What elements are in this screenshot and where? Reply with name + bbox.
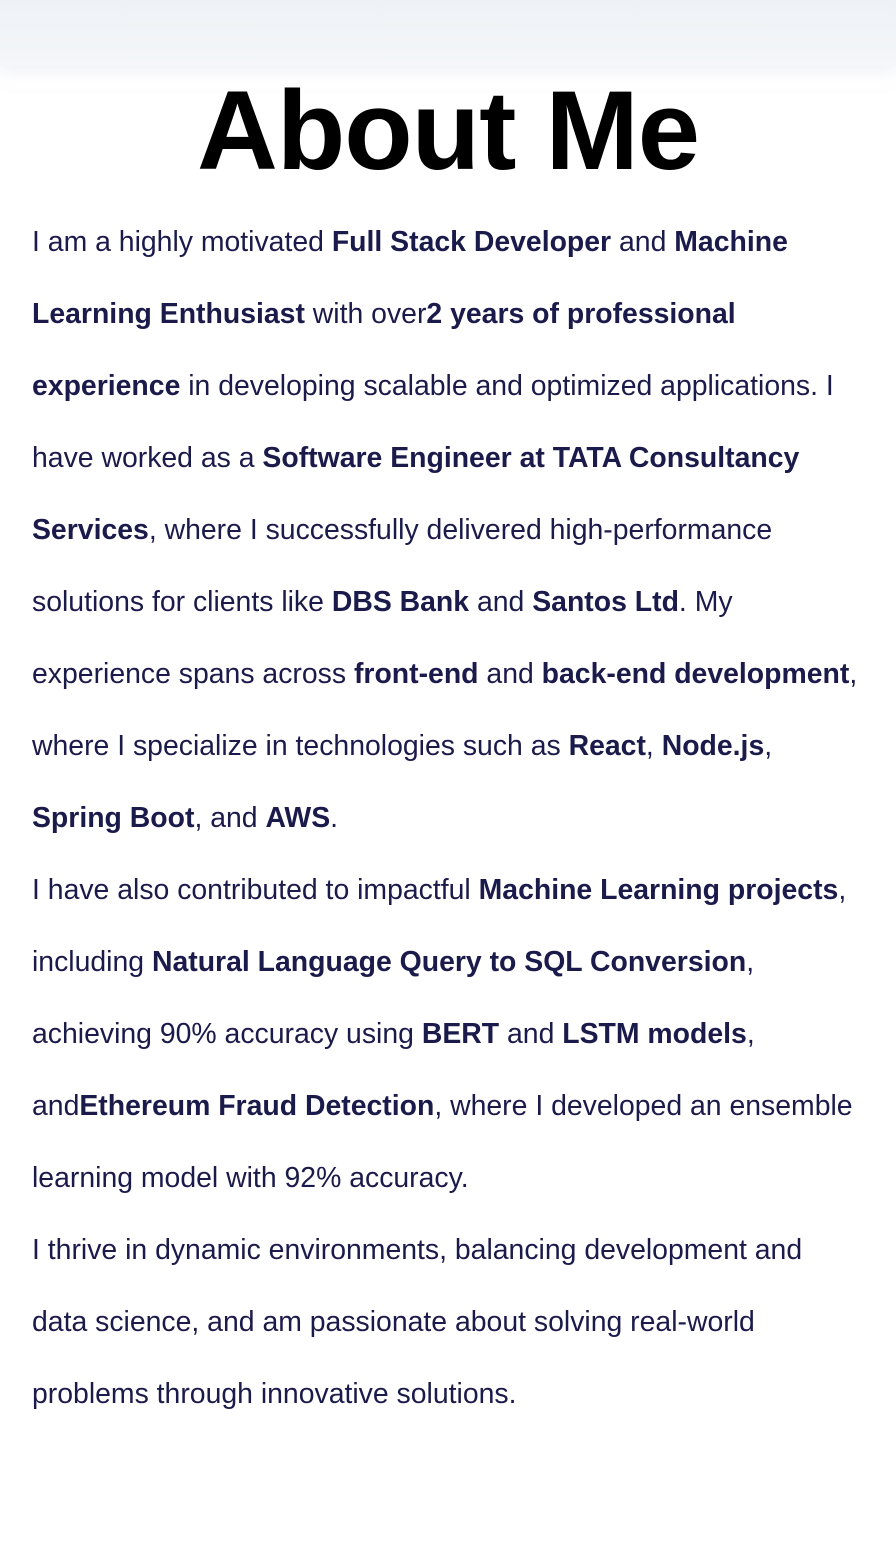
text-segment: , including xyxy=(32,874,847,978)
highlight-experience-years: 2 years of professional experience xyxy=(32,298,736,402)
highlight-front-end: front-end xyxy=(353,658,479,690)
highlight-role-full-stack: Full Stack Developer xyxy=(331,226,612,258)
page-title: About Me xyxy=(196,68,700,193)
about-description: I am a highly motivated Full Stack Devel… xyxy=(0,200,896,1430)
text-segment: and xyxy=(611,226,675,258)
text-segment: and xyxy=(478,658,542,690)
highlight-tech-nodejs: Node.js xyxy=(661,730,765,762)
text-segment: in developing scalable and optimized app… xyxy=(32,370,834,474)
highlight-back-end: back-end development xyxy=(541,658,850,690)
text-segment: and xyxy=(499,1018,563,1050)
highlight-ml-projects: Machine Learning projects xyxy=(478,874,839,906)
text-segment: , and xyxy=(194,802,266,834)
highlight-employer: Software Engineer at TATA Consultancy Se… xyxy=(32,442,800,546)
text-segment: . xyxy=(330,802,339,834)
highlight-role-ml: Machine Learning Enthusiast xyxy=(32,226,788,330)
text-segment: I am a highly motivated xyxy=(32,226,332,258)
highlight-client-santos: Santos Ltd xyxy=(532,586,679,618)
text-segment: , xyxy=(764,730,773,762)
top-navigation-bar xyxy=(0,0,896,66)
highlight-model-lstm: LSTM models xyxy=(562,1018,747,1050)
highlight-client-dbs: DBS Bank xyxy=(331,586,470,618)
about-paragraph-ml-projects: I have also contributed to impactful Mac… xyxy=(32,854,864,1214)
text-segment: , where I successfully delivered high-pe… xyxy=(32,514,773,618)
highlight-tech-aws: AWS xyxy=(265,802,331,834)
text-segment: I have also contributed to impactful xyxy=(32,874,479,906)
text-segment: with over xyxy=(304,298,427,330)
highlight-project-ethereum: Ethereum Fraud Detection xyxy=(79,1090,435,1122)
text-segment: , where I specialize in technologies suc… xyxy=(32,658,858,762)
text-segment: , and xyxy=(32,1018,755,1122)
highlight-project-nl-to-sql: Natural Language Query to SQL Conversion xyxy=(151,946,747,978)
highlight-tech-spring-boot: Spring Boot xyxy=(32,802,195,834)
highlight-model-bert: BERT xyxy=(421,1018,500,1050)
about-section: About Me I am a highly motivated Full St… xyxy=(0,66,896,1430)
highlight-tech-react: React xyxy=(568,730,646,762)
about-paragraph-closing: I thrive in dynamic environments, balanc… xyxy=(32,1234,803,1410)
text-segment: . My experience spans across xyxy=(32,586,733,690)
text-segment: , where I developed an ensemble learning… xyxy=(32,1090,853,1194)
about-paragraph-intro: I am a highly motivated Full Stack Devel… xyxy=(32,200,864,854)
text-segment: , achieving 90% accuracy using xyxy=(32,946,755,1050)
text-segment: and xyxy=(469,586,533,618)
text-segment: , xyxy=(645,730,662,762)
